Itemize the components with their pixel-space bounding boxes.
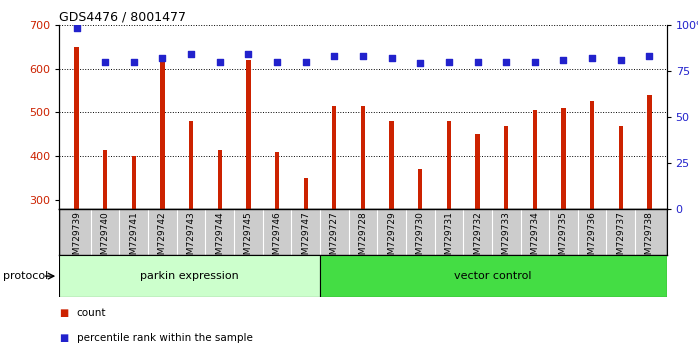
Text: ■: ■: [59, 308, 68, 318]
Bar: [447, 121, 451, 209]
Text: GSM729731: GSM729731: [445, 211, 454, 266]
Text: GSM729738: GSM729738: [645, 211, 654, 266]
Bar: [618, 126, 623, 209]
Point: [586, 55, 597, 61]
Bar: [389, 121, 394, 209]
Text: GSM729736: GSM729736: [588, 211, 597, 266]
Text: ■: ■: [59, 333, 68, 343]
Text: GSM729739: GSM729739: [72, 211, 81, 266]
Point: [128, 59, 140, 64]
Bar: [361, 106, 365, 209]
Bar: [246, 60, 251, 209]
Text: GSM729741: GSM729741: [129, 211, 138, 266]
Text: GSM729743: GSM729743: [186, 211, 195, 266]
Text: GSM729729: GSM729729: [387, 211, 396, 266]
Point: [500, 59, 512, 64]
Text: GSM729744: GSM729744: [215, 211, 224, 266]
Point: [529, 59, 540, 64]
Text: GSM729735: GSM729735: [559, 211, 568, 266]
Text: GSM729737: GSM729737: [616, 211, 625, 266]
Text: count: count: [77, 308, 106, 318]
Bar: [533, 110, 537, 209]
Bar: [132, 156, 136, 209]
Point: [100, 59, 111, 64]
Text: GSM729734: GSM729734: [530, 211, 540, 266]
Bar: [103, 150, 107, 209]
Bar: [418, 170, 422, 209]
Point: [300, 59, 311, 64]
Point: [472, 59, 483, 64]
Point: [415, 61, 426, 66]
Text: GSM729727: GSM729727: [330, 211, 339, 266]
Point: [329, 53, 340, 59]
Bar: [504, 126, 508, 209]
Bar: [275, 152, 279, 209]
Point: [443, 59, 454, 64]
Bar: [561, 108, 565, 209]
Point: [186, 51, 197, 57]
Text: GSM729747: GSM729747: [301, 211, 310, 266]
Bar: [590, 102, 594, 209]
Bar: [161, 56, 165, 209]
Text: protocol: protocol: [3, 271, 49, 281]
Point: [214, 59, 225, 64]
Point: [272, 59, 283, 64]
Text: GSM729742: GSM729742: [158, 211, 167, 266]
Bar: [59, 255, 320, 297]
Text: GSM729733: GSM729733: [502, 211, 511, 266]
Point: [615, 57, 626, 63]
Text: percentile rank within the sample: percentile rank within the sample: [77, 333, 253, 343]
Point: [157, 55, 168, 61]
Text: GSM729728: GSM729728: [359, 211, 367, 266]
Text: GSM729730: GSM729730: [416, 211, 425, 266]
Text: GDS4476 / 8001477: GDS4476 / 8001477: [59, 11, 186, 24]
Text: GSM729746: GSM729746: [272, 211, 281, 266]
Text: parkin expression: parkin expression: [140, 271, 239, 281]
Bar: [218, 150, 222, 209]
Text: GSM729745: GSM729745: [244, 211, 253, 266]
Bar: [189, 121, 193, 209]
Text: GSM729732: GSM729732: [473, 211, 482, 266]
Point: [558, 57, 569, 63]
Text: GSM729740: GSM729740: [101, 211, 110, 266]
Point: [644, 53, 655, 59]
Point: [71, 25, 82, 31]
Bar: [320, 255, 667, 297]
Point: [243, 51, 254, 57]
Point: [357, 53, 369, 59]
Bar: [304, 178, 308, 209]
Text: vector control: vector control: [454, 271, 532, 281]
Point: [386, 55, 397, 61]
Bar: [647, 95, 651, 209]
Bar: [332, 106, 336, 209]
Bar: [75, 47, 79, 209]
Bar: [475, 135, 480, 209]
